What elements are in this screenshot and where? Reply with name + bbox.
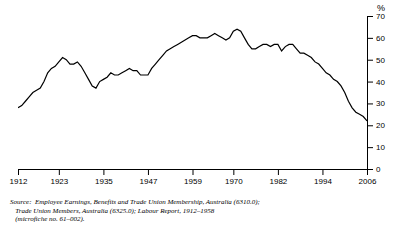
x-tick: 1959 [184, 169, 202, 186]
y-tick-label: 50 [376, 56, 385, 65]
x-tick-mark [103, 169, 104, 175]
y-tick-label: 0 [376, 165, 381, 174]
x-tick-label: 1970 [225, 177, 243, 186]
y-tick: 60 [367, 34, 385, 43]
x-tick-label: 1959 [184, 177, 202, 186]
x-tick: 1994 [314, 169, 332, 186]
x-tick-mark [278, 169, 279, 175]
y-axis: 0 10 20 30 40 50 60 70 [367, 12, 385, 174]
x-tick: 1970 [225, 169, 243, 186]
source-line: Trade Union Members, Australia (6325.0);… [10, 207, 215, 215]
y-tick-mark [367, 125, 373, 126]
x-tick-label: 1947 [140, 177, 158, 186]
x-tick-mark [18, 169, 19, 175]
line [18, 29, 367, 121]
x-tick-mark [233, 169, 234, 175]
y-tick-mark [367, 38, 373, 39]
y-tick-mark [367, 147, 373, 148]
y-tick: 30 [367, 99, 385, 108]
source-line: Source: Employee Earnings, Benefits and … [10, 198, 260, 206]
x-tick-mark [193, 169, 194, 175]
x-tick: 1912 [10, 169, 28, 186]
x-tick-label: 1994 [314, 177, 332, 186]
y-tick-mark [367, 103, 373, 104]
source: Source: Employee Earnings, Benefits and … [10, 198, 260, 223]
source-line: (microfiche no. 61–002). [10, 215, 85, 223]
x-tick-label: 1982 [269, 177, 287, 186]
y-tick-label: 70 [376, 12, 385, 21]
y-tick-label: 20 [376, 121, 385, 130]
y-tick: 20 [367, 121, 385, 130]
x-tick-mark [322, 169, 323, 175]
x-axis: 1912 1923 1935 1947 1959 1970 1982 1994 2006 [10, 169, 377, 186]
x-tick: 1947 [140, 169, 158, 186]
x-tick-label: 1923 [50, 177, 68, 186]
plot: 1912192319351947195919701982199420060102… [10, 3, 386, 186]
y-tick-label: 40 [376, 78, 385, 87]
x-tick-label: 1912 [10, 177, 28, 186]
y-tick-mark [367, 169, 373, 170]
marks [18, 29, 367, 121]
y-tick: 50 [367, 56, 385, 65]
y-tick-mark [367, 82, 373, 83]
x-axis-line [19, 170, 368, 176]
x-tick: 2006 [359, 169, 377, 186]
y-tick: 70 [367, 12, 385, 21]
x-tick: 1982 [269, 169, 287, 186]
y-tick-label: 10 [376, 143, 385, 152]
x-tick-mark [148, 169, 149, 175]
y-tick-label: 30 [376, 99, 385, 108]
y-axis-line [368, 17, 374, 170]
x-tick-label: 1935 [95, 177, 113, 186]
y-axis-title: % [377, 3, 385, 13]
y-tick: 40 [367, 78, 385, 87]
x-tick: 1935 [95, 169, 113, 186]
chart: 1912192319351947195919701982199420060102… [0, 0, 397, 227]
y-tick-mark [367, 60, 373, 61]
y-tick-mark [367, 16, 373, 17]
y-tick: 10 [367, 143, 385, 152]
x-tick-mark [59, 169, 60, 175]
y-tick: 0 [367, 165, 381, 174]
x-tick: 1923 [50, 169, 68, 186]
x-tick-label: 2006 [359, 177, 377, 186]
y-tick-label: 60 [376, 34, 385, 43]
